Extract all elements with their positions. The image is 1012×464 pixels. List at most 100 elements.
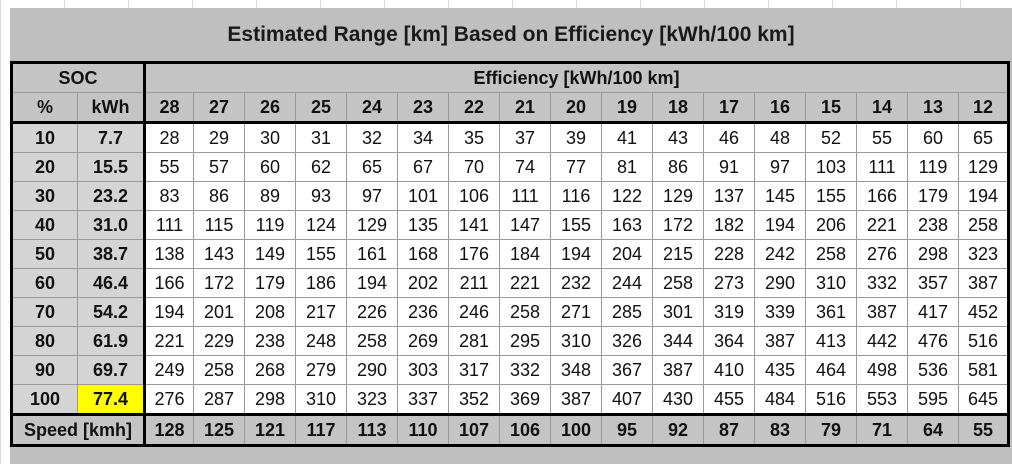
soc-kwh-cell[interactable]: 23.2: [77, 181, 146, 211]
soc-percent-cell[interactable]: 20: [11, 152, 78, 182]
range-cell[interactable]: 221: [499, 268, 551, 298]
range-cell[interactable]: 298: [907, 239, 959, 269]
range-cell[interactable]: 60: [244, 152, 296, 182]
range-cell[interactable]: 258: [193, 355, 245, 385]
speed-cell[interactable]: 117: [295, 413, 347, 446]
range-cell[interactable]: 536: [907, 355, 959, 385]
range-cell[interactable]: 204: [601, 239, 653, 269]
soc-percent-cell[interactable]: 100: [11, 384, 78, 415]
range-cell[interactable]: 155: [550, 210, 602, 240]
soc-percent-cell[interactable]: 90: [11, 355, 78, 385]
range-cell[interactable]: 119: [907, 152, 959, 182]
range-cell[interactable]: 410: [703, 355, 755, 385]
range-cell[interactable]: 271: [550, 297, 602, 327]
range-cell[interactable]: 269: [397, 326, 449, 356]
range-cell[interactable]: 65: [346, 152, 398, 182]
range-cell[interactable]: 41: [601, 122, 653, 153]
speed-cell[interactable]: 95: [601, 413, 653, 446]
range-cell[interactable]: 89: [244, 181, 296, 211]
range-cell[interactable]: 91: [703, 152, 755, 182]
speed-cell[interactable]: 79: [805, 413, 857, 446]
soc-percent-cell[interactable]: 60: [11, 268, 78, 298]
range-cell[interactable]: 194: [958, 181, 1009, 211]
speed-cell[interactable]: 87: [703, 413, 755, 446]
range-cell[interactable]: 387: [652, 355, 704, 385]
range-cell[interactable]: 258: [805, 239, 857, 269]
range-cell[interactable]: 310: [805, 268, 857, 298]
speed-cell[interactable]: 128: [144, 413, 194, 446]
range-cell[interactable]: 595: [907, 384, 959, 415]
speed-cell[interactable]: 71: [856, 413, 908, 446]
speed-cell[interactable]: 64: [907, 413, 959, 446]
range-cell[interactable]: 29: [193, 122, 245, 153]
range-cell[interactable]: 238: [907, 210, 959, 240]
range-cell[interactable]: 129: [652, 181, 704, 211]
range-cell[interactable]: 172: [193, 268, 245, 298]
range-cell[interactable]: 339: [754, 297, 806, 327]
efficiency-column-header[interactable]: 17: [703, 92, 755, 124]
range-cell[interactable]: 182: [703, 210, 755, 240]
speed-cell[interactable]: 107: [448, 413, 500, 446]
range-cell[interactable]: 32: [346, 122, 398, 153]
range-cell[interactable]: 217: [295, 297, 347, 327]
soc-kwh-cell[interactable]: 69.7: [77, 355, 146, 385]
range-cell[interactable]: 258: [499, 297, 551, 327]
range-cell[interactable]: 258: [958, 210, 1009, 240]
soc-kwh-cell[interactable]: 38.7: [77, 239, 146, 269]
speed-cell[interactable]: 113: [346, 413, 398, 446]
efficiency-column-header[interactable]: 16: [754, 92, 806, 124]
range-cell[interactable]: 77: [550, 152, 602, 182]
range-cell[interactable]: 166: [856, 181, 908, 211]
range-cell[interactable]: 417: [907, 297, 959, 327]
range-cell[interactable]: 310: [550, 326, 602, 356]
range-cell[interactable]: 206: [805, 210, 857, 240]
soc-kwh-cell[interactable]: 61.9: [77, 326, 146, 356]
range-cell[interactable]: 279: [295, 355, 347, 385]
range-cell[interactable]: 435: [754, 355, 806, 385]
efficiency-column-header[interactable]: 28: [144, 92, 194, 124]
range-cell[interactable]: 39: [550, 122, 602, 153]
range-cell[interactable]: 238: [244, 326, 296, 356]
range-cell[interactable]: 273: [703, 268, 755, 298]
range-cell[interactable]: 168: [397, 239, 449, 269]
range-cell[interactable]: 248: [295, 326, 347, 356]
range-cell[interactable]: 581: [958, 355, 1009, 385]
soc-percent-cell[interactable]: 10: [11, 122, 78, 153]
efficiency-column-header[interactable]: 18: [652, 92, 704, 124]
range-cell[interactable]: 387: [550, 384, 602, 415]
speed-cell[interactable]: 121: [244, 413, 296, 446]
range-cell[interactable]: 332: [856, 268, 908, 298]
range-cell[interactable]: 60: [907, 122, 959, 153]
speed-label[interactable]: Speed [kmh]: [11, 413, 146, 446]
range-cell[interactable]: 484: [754, 384, 806, 415]
range-cell[interactable]: 407: [601, 384, 653, 415]
range-cell[interactable]: 67: [397, 152, 449, 182]
range-cell[interactable]: 361: [805, 297, 857, 327]
speed-cell[interactable]: 83: [754, 413, 806, 446]
range-cell[interactable]: 202: [397, 268, 449, 298]
speed-cell[interactable]: 125: [193, 413, 245, 446]
soc-kwh-cell[interactable]: 46.4: [77, 268, 146, 298]
range-cell[interactable]: 645: [958, 384, 1009, 415]
soc-percent-cell[interactable]: 30: [11, 181, 78, 211]
speed-cell[interactable]: 55: [958, 413, 1009, 446]
range-cell[interactable]: 186: [295, 268, 347, 298]
range-cell[interactable]: 301: [652, 297, 704, 327]
range-cell[interactable]: 244: [601, 268, 653, 298]
range-cell[interactable]: 48: [754, 122, 806, 153]
soc-header[interactable]: SOC: [11, 62, 146, 93]
range-cell[interactable]: 124: [295, 210, 347, 240]
range-cell[interactable]: 57: [193, 152, 245, 182]
range-cell[interactable]: 179: [907, 181, 959, 211]
range-cell[interactable]: 194: [144, 297, 194, 327]
range-cell[interactable]: 172: [652, 210, 704, 240]
range-cell[interactable]: 86: [652, 152, 704, 182]
range-cell[interactable]: 184: [499, 239, 551, 269]
range-cell[interactable]: 352: [448, 384, 500, 415]
soc-percent-cell[interactable]: 70: [11, 297, 78, 327]
speed-cell[interactable]: 106: [499, 413, 551, 446]
range-cell[interactable]: 303: [397, 355, 449, 385]
range-cell[interactable]: 115: [193, 210, 245, 240]
range-cell[interactable]: 413: [805, 326, 857, 356]
range-cell[interactable]: 97: [754, 152, 806, 182]
